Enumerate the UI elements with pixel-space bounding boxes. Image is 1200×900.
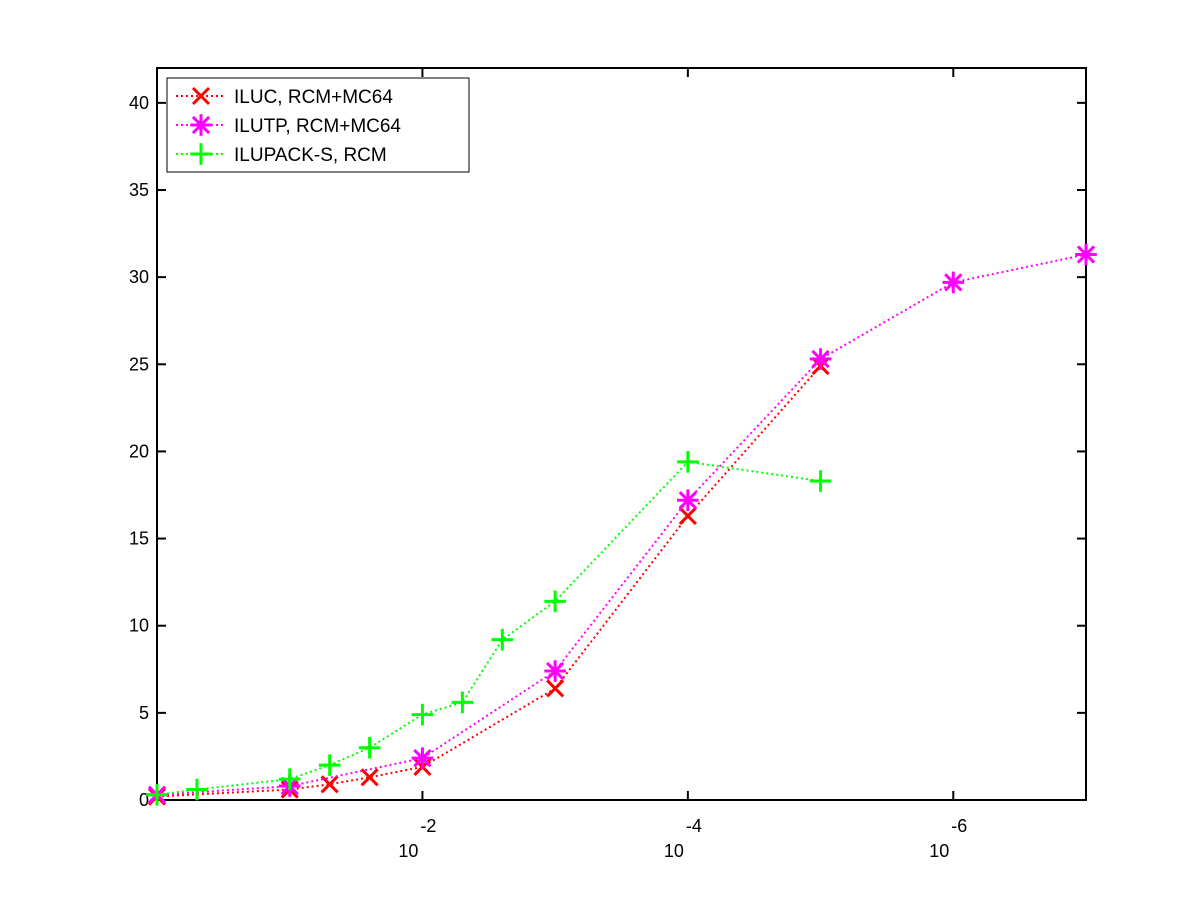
x-tick-label-exponent: -4 bbox=[686, 816, 702, 836]
legend-entry: ILUTP, RCM+MC64 bbox=[176, 114, 401, 137]
legend: ILUC, RCM+MC64 ILUTP, RCM+MC64 ILUPACK-S, … bbox=[166, 77, 470, 173]
legend-marker bbox=[190, 143, 212, 165]
axes-box bbox=[156, 67, 1087, 801]
data-point bbox=[677, 489, 699, 512]
legend-entry: ILUPACK-S, RCM bbox=[176, 143, 387, 166]
legend-label: ILUTP, RCM+MC64 bbox=[234, 116, 401, 137]
data-point bbox=[544, 590, 566, 613]
data-point bbox=[546, 679, 565, 698]
data-point bbox=[544, 660, 566, 682]
x-tick-label-exponent: -6 bbox=[951, 816, 967, 836]
x-axis-ticks: 10-210-410-6 bbox=[398, 68, 967, 861]
y-axis-ticks: 0 5 10 15 20 25 30 35 40 bbox=[129, 93, 1086, 810]
data-point bbox=[491, 628, 514, 651]
data-point bbox=[451, 691, 474, 714]
legend-label: ILUC, RCM+MC64 bbox=[234, 87, 393, 108]
data-point bbox=[318, 754, 341, 776]
y-tick-label: 20 bbox=[129, 441, 149, 461]
legend-marker bbox=[191, 86, 211, 106]
y-tick-label: 25 bbox=[129, 354, 149, 374]
y-tick-label: 30 bbox=[129, 267, 149, 287]
data-point bbox=[320, 775, 339, 794]
x-tick-label-base: 10 bbox=[929, 841, 949, 861]
data-point bbox=[942, 271, 965, 294]
y-tick-label: 35 bbox=[129, 180, 149, 200]
data-point bbox=[411, 703, 434, 726]
series-line bbox=[156, 365, 822, 798]
legend-label: ILUPACK-S, RCM bbox=[234, 145, 387, 166]
plot-area bbox=[156, 67, 1087, 801]
legend-marker bbox=[190, 114, 212, 136]
data-point bbox=[186, 778, 208, 801]
data-point bbox=[411, 747, 434, 769]
y-tick-label: 5 bbox=[139, 703, 149, 723]
y-tick-label: 10 bbox=[129, 616, 149, 636]
data-point bbox=[677, 451, 699, 473]
y-tick-label: 15 bbox=[129, 529, 149, 549]
series-line bbox=[156, 253, 1087, 796]
y-tick-label: 40 bbox=[129, 93, 149, 113]
series-layer bbox=[146, 243, 1097, 806]
data-point bbox=[360, 768, 379, 787]
data-point bbox=[678, 506, 697, 525]
data-point bbox=[1075, 243, 1097, 266]
data-point bbox=[809, 348, 832, 370]
data-point bbox=[358, 736, 381, 759]
data-point bbox=[809, 470, 832, 492]
legend-entry: ILUC, RCM+MC64 bbox=[176, 86, 393, 108]
y-tick-label: 0 bbox=[139, 790, 149, 810]
series-3 bbox=[146, 451, 832, 806]
data-point bbox=[146, 783, 168, 806]
x-tick-label-base: 10 bbox=[398, 841, 418, 861]
data-point bbox=[278, 768, 301, 790]
x-tick-label-exponent: -2 bbox=[420, 816, 436, 836]
x-tick-label-base: 10 bbox=[664, 841, 684, 861]
